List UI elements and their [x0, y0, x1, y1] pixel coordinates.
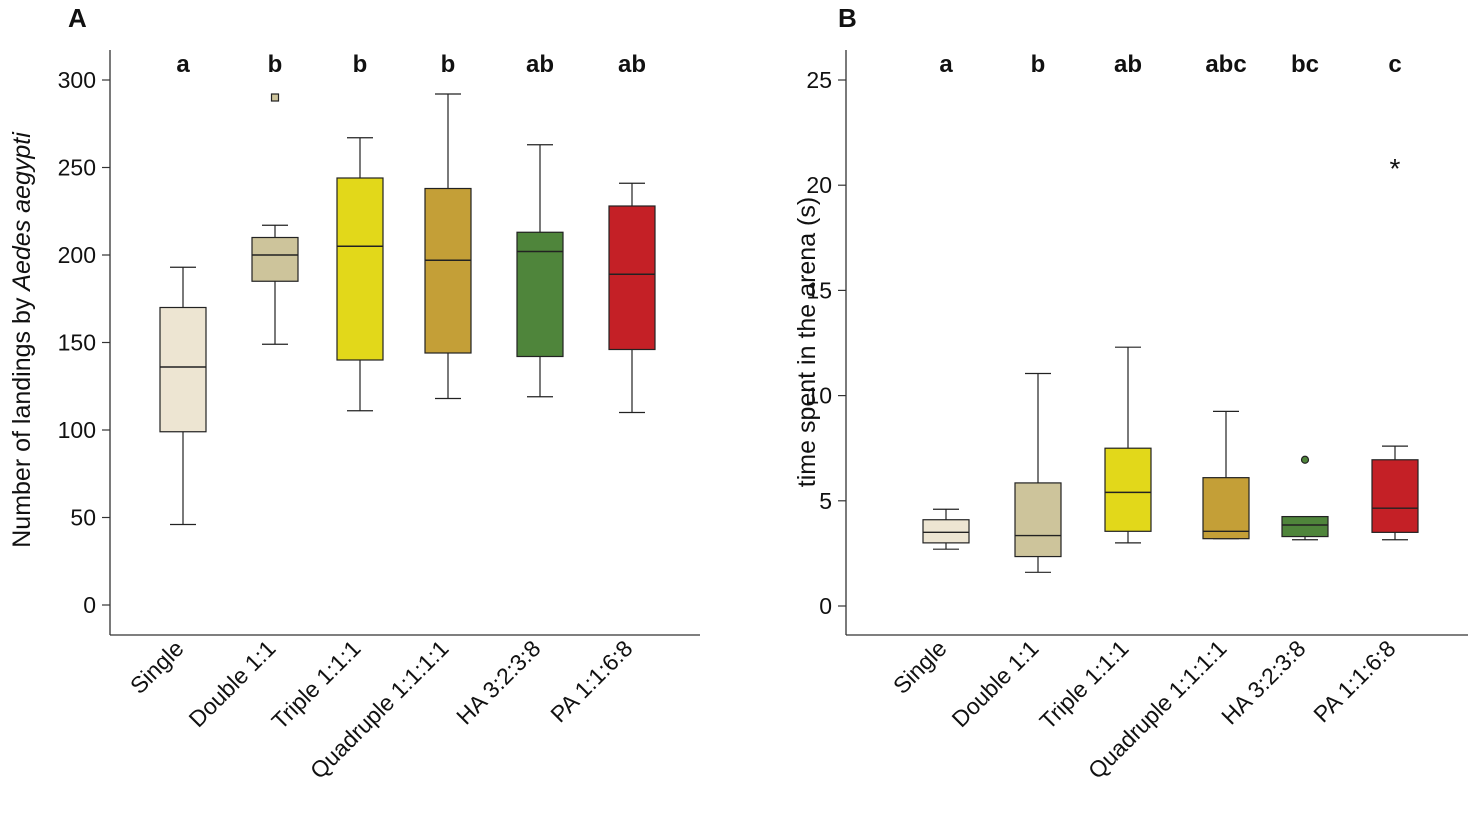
category-label: Double 1:1: [183, 635, 280, 732]
y-tick-label: 0: [83, 592, 96, 618]
category-label: Single: [888, 635, 952, 699]
panel-letter: A: [68, 3, 87, 33]
significance-letter: b: [441, 51, 456, 78]
outlier-marker: [270, 93, 280, 102]
significance-letter: b: [268, 51, 283, 78]
box-6: [608, 205, 656, 351]
significance-letter: ab: [526, 51, 554, 78]
panel-b: B 0 5 10 15 20 25 time spent in the arena (s) a S…: [793, 3, 1468, 784]
box-2: [1014, 482, 1062, 558]
box-3: [1104, 447, 1152, 532]
y-tick-label: 250: [58, 155, 96, 181]
y-tick-label: 25: [806, 67, 832, 93]
significance-letter: abc: [1205, 51, 1246, 78]
y-axis-label: time spent in the arena (s): [793, 197, 821, 487]
category-label: Triple 1:1:1: [1034, 635, 1133, 734]
y-tick-label: 0: [819, 593, 832, 619]
box-4: [1202, 477, 1250, 540]
category-label: HA 3:2:3:8: [451, 635, 545, 729]
y-axis-label: Number of landings by Aedes aegypti: [8, 131, 36, 548]
significance-letter: a: [939, 51, 953, 78]
y-axis-label-species: Aedes aegypti: [8, 131, 36, 293]
panel-a: A 0 50 100 150 200 250 300 Number of landings by…: [8, 3, 700, 784]
y-tick-label: 5: [819, 488, 832, 514]
y-tick-label: 50: [70, 505, 96, 531]
box-2: [251, 236, 299, 282]
y-tick-label: 100: [58, 417, 96, 443]
category-label: PA 1:1:6:8: [545, 635, 637, 727]
outlier-marker: [1300, 455, 1310, 464]
outlier-marker: *: [1390, 153, 1401, 184]
box-1: [159, 306, 207, 433]
significance-letter: bc: [1291, 51, 1319, 78]
box-4: [424, 187, 472, 354]
significance-letter: b: [1031, 51, 1046, 78]
box-5: [516, 231, 564, 358]
significance-letter: b: [353, 51, 368, 78]
y-axis-label-text: Number of landings by: [8, 291, 36, 548]
box-3: [336, 177, 384, 361]
box-5: [1281, 515, 1329, 538]
y-tick-label: 15: [806, 277, 832, 303]
y-tick-label: 20: [806, 172, 832, 198]
y-tick-label: 150: [58, 330, 96, 356]
category-label: Single: [125, 635, 189, 699]
panel-letter: B: [838, 3, 857, 33]
y-tick-label: 200: [58, 242, 96, 268]
category-label: HA 3:2:3:8: [1216, 635, 1310, 729]
significance-letter: ab: [618, 51, 646, 78]
significance-letter: a: [176, 51, 190, 78]
category-label: PA 1:1:6:8: [1308, 635, 1400, 727]
significance-letter: c: [1388, 51, 1401, 78]
y-tick-label: 10: [806, 383, 832, 409]
category-label: Double 1:1: [946, 635, 1043, 732]
significance-letter: ab: [1114, 51, 1142, 78]
box-1: [922, 519, 970, 544]
box-6: [1371, 459, 1419, 533]
y-tick-label: 300: [58, 67, 96, 93]
